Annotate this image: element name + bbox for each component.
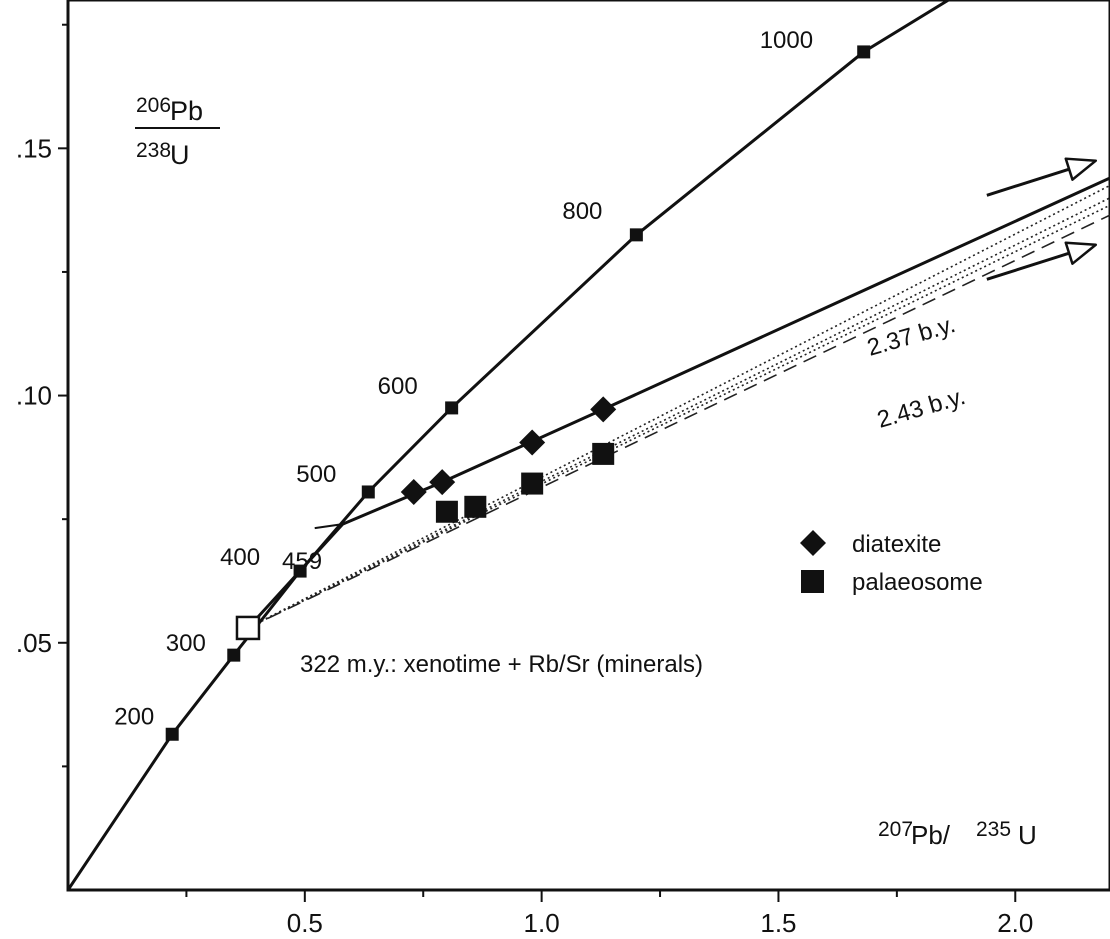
kink-label-459: 459 — [282, 548, 322, 575]
concordia-age-label: 500 — [296, 461, 336, 488]
x-axis-label: 207 Pb/ 235 U — [878, 818, 1037, 850]
concordia-age-label: 600 — [378, 373, 418, 400]
dotted-discordia-line — [247, 204, 1110, 629]
y-tick-label: .10 — [16, 381, 52, 411]
y-label-den-base: U — [170, 140, 190, 170]
y-label-num-sup: 206 — [136, 94, 171, 117]
diatexite-point — [519, 429, 546, 456]
x-label-sup2: 235 — [976, 818, 1011, 841]
legend-label-palaeosome: palaeosome — [852, 569, 983, 596]
axis-ticks: 0.5 1.0 1.5 2.0 .05 .10 .15 — [16, 23, 1033, 938]
arrow-head — [1064, 241, 1098, 265]
diatexite-point — [590, 396, 617, 423]
concordia-curve — [66, 0, 952, 891]
concordia-age-tick — [445, 401, 459, 415]
legend-diamond-marker — [800, 530, 826, 556]
diatexite-point — [429, 469, 456, 496]
lower-intercept-label: 322 m.y.: xenotime + Rb/Sr (minerals) — [300, 651, 703, 678]
x-tick-label: 2.0 — [997, 908, 1033, 938]
label-2-43-by: 2.43 b.y. — [874, 383, 968, 434]
concordia-age-label: 1000 — [760, 27, 813, 54]
arrow-shaft — [986, 167, 1070, 197]
legend-label-diatexite: diatexite — [852, 531, 941, 558]
solid-discordia-line — [246, 176, 1110, 629]
lower-intercept-marker — [235, 615, 261, 641]
concordia-age-label: 400 — [220, 544, 260, 571]
concordia-age-label: 800 — [562, 198, 602, 225]
marker-layer — [165, 45, 871, 741]
x-label-sup1: 207 — [878, 818, 913, 841]
y-tick-label: .05 — [16, 628, 52, 658]
plot-frame — [66, 0, 1110, 892]
concordia-age-tick — [629, 228, 643, 242]
dashed-discordia-line — [247, 214, 1110, 629]
legend: diatexite palaeosome — [800, 530, 983, 596]
concordia-age-label: 200 — [114, 703, 154, 730]
y-label-den-sup: 238 — [136, 139, 171, 162]
x-tick-label: 1.0 — [524, 908, 560, 938]
palaeosome-point — [464, 495, 487, 518]
kink-leader-line — [314, 523, 343, 530]
x-label-base1: Pb/ — [911, 820, 951, 850]
palaeosome-point — [592, 442, 615, 465]
concordia-age-tick — [293, 564, 307, 578]
concordia-age-tick — [857, 45, 871, 59]
text-layer: 200 300 400 500 600 800 1000 — [114, 27, 813, 730]
diatexite-point — [400, 478, 427, 505]
concordia-age-label: 300 — [166, 630, 206, 657]
y-tick-label: .15 — [16, 133, 52, 163]
palaeosome-point — [435, 500, 458, 523]
x-tick-label: 0.5 — [287, 908, 323, 938]
dotted-discordia-line — [247, 197, 1110, 629]
y-axis-label: 206 Pb 238 U — [135, 94, 220, 170]
label-2-37-by: 2.37 b.y. — [864, 311, 958, 362]
legend-square-marker — [801, 570, 824, 593]
dotted-discordia-line — [247, 184, 1110, 629]
x-label-base2: U — [1018, 820, 1037, 850]
y-label-num-base: Pb — [170, 96, 203, 126]
x-tick-label: 1.5 — [760, 908, 796, 938]
arrow-head — [1064, 157, 1098, 181]
line-layer — [66, 0, 1110, 891]
arrow-shaft — [986, 251, 1070, 281]
concordia-age-tick — [227, 648, 241, 662]
palaeosome-point — [521, 472, 544, 495]
concordia-age-tick — [165, 727, 179, 741]
concordia-age-tick — [361, 485, 375, 499]
